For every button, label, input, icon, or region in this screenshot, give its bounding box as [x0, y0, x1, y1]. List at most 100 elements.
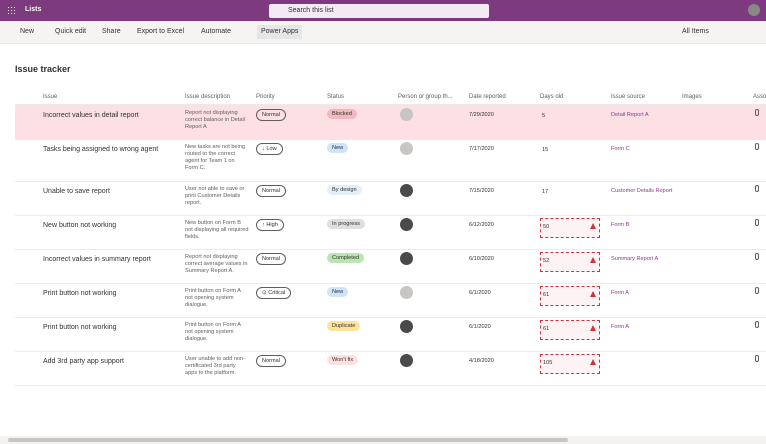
column-header[interactable]: Issue description: [185, 94, 231, 100]
header-row: [15, 88, 766, 105]
issue-title[interactable]: Incorrect values in summary report: [43, 256, 151, 263]
date-reported: 7/15/2020: [469, 188, 494, 194]
view-selector[interactable]: All Items: [682, 28, 709, 35]
column-header[interactable]: Images: [682, 94, 702, 100]
attachment-icon: [755, 253, 759, 260]
priority: ⊙ Critical: [256, 287, 292, 299]
avatar: [400, 108, 413, 121]
date-reported: 4/18/2020: [469, 358, 494, 364]
avatar: [400, 218, 413, 231]
days-old: 61: [543, 292, 550, 298]
issue-source[interactable]: Detail Report A: [611, 112, 649, 118]
issue-source[interactable]: Form B: [611, 222, 630, 228]
days-old: 61: [543, 326, 550, 332]
priority: Normal: [256, 355, 287, 367]
attachment-icon: [755, 321, 759, 328]
status: New: [327, 287, 349, 297]
issue-title[interactable]: Print button not working: [43, 324, 117, 331]
row[interactable]: New button not working New button on Form…: [15, 215, 766, 250]
status: By design: [327, 185, 362, 195]
days-alert: 52: [540, 252, 600, 272]
column-header[interactable]: Priority: [256, 94, 275, 100]
row[interactable]: Tasks being assigned to wrong agent New t…: [15, 139, 766, 182]
row[interactable]: Print button not working Print button on …: [15, 283, 766, 318]
issue-source[interactable]: Form C: [611, 146, 630, 152]
days-old: 105: [543, 360, 553, 366]
app-name[interactable]: Lists: [25, 6, 42, 13]
days-alert: 50: [540, 218, 600, 238]
date-reported: 6/1/2020: [469, 290, 491, 296]
search-placeholder: Search this list: [288, 7, 334, 14]
status: Blocked: [327, 109, 357, 119]
issue-title[interactable]: Incorrect values in detail report: [43, 112, 139, 119]
issue-title[interactable]: Print button not working: [43, 290, 117, 297]
issue-description: User unable to add non-certificated 3rd …: [185, 356, 246, 376]
days-old: 52: [543, 258, 550, 264]
date-reported: 6/12/2020: [469, 222, 494, 228]
issue-description: New button on Form B not displaying all …: [185, 220, 249, 240]
command[interactable]: Power Apps: [257, 25, 303, 39]
column-header[interactable]: Date reported: [469, 94, 506, 100]
search-box[interactable]: Search this list: [269, 4, 489, 18]
row[interactable]: Add 3rd party app support User unable to …: [15, 351, 766, 386]
avatar: [400, 184, 413, 197]
priority: Normal: [256, 185, 287, 197]
app-bar: Lists Search this list: [0, 0, 766, 21]
attachment-icon: [755, 287, 759, 294]
column-header[interactable]: Status: [327, 94, 345, 100]
issue-title[interactable]: Add 3rd party app support: [43, 358, 124, 365]
profile[interactable]: [748, 4, 760, 16]
scroll-thumb[interactable]: [8, 438, 568, 442]
issue-source[interactable]: Form A: [611, 324, 630, 330]
days-old: 50: [543, 224, 550, 230]
command-bar: New Quick edit Share Export to Excel Automat…: [0, 21, 766, 44]
column-header[interactable]: Issue: [43, 94, 58, 100]
row[interactable]: Print button not working Print button on …: [15, 317, 766, 352]
status: Won't fix: [327, 355, 359, 365]
days-alert: 61: [540, 286, 600, 306]
issue-description: Print button on Form A not opening syste…: [185, 322, 241, 342]
issue-description: Report not displaying correct balance in…: [185, 110, 246, 130]
row[interactable]: Incorrect values in summary report Report…: [15, 249, 766, 284]
attachment-icon: [755, 109, 759, 116]
issue-title[interactable]: Unable to save report: [43, 188, 110, 195]
issue-source[interactable]: Form A: [611, 290, 630, 296]
row[interactable]: Unable to save report User not able to sa…: [15, 181, 766, 216]
days-alert: 105: [540, 354, 600, 374]
attachment-icon: [755, 185, 759, 192]
priority: ↑ High: [256, 219, 284, 231]
days-alert: 61: [540, 320, 600, 340]
column-header[interactable]: Person or group th...: [398, 94, 453, 100]
issue-description: Print button on Form A not opening syste…: [185, 288, 241, 308]
issue-title[interactable]: Tasks being assigned to wrong agent: [43, 146, 159, 153]
avatar: [400, 252, 413, 265]
column-header[interactable]: Asso: [753, 94, 766, 100]
command[interactable]: New: [20, 28, 35, 35]
issue-source[interactable]: Summary Report A: [611, 256, 659, 262]
command[interactable]: Share: [102, 28, 121, 35]
warning-icon: [590, 223, 596, 229]
issue-description: New tasks are not being routed to the co…: [185, 144, 246, 171]
column-header[interactable]: Issue source: [611, 94, 646, 100]
date-reported: 7/17/2020: [469, 146, 494, 152]
list-title: Issue tracker: [15, 64, 71, 74]
date-reported: 6/1/2020: [469, 324, 491, 330]
avatar: [400, 354, 413, 367]
status: In progress: [327, 219, 365, 229]
issue-description: User not able to save or print Customer …: [185, 186, 245, 206]
column-header[interactable]: Days old: [540, 94, 564, 100]
status: Duplicate: [327, 321, 361, 331]
attachment-icon: [755, 219, 759, 226]
date-reported: 7/29/2020: [469, 112, 494, 118]
command[interactable]: Export to Excel: [137, 28, 185, 35]
days-old: 15: [542, 147, 549, 153]
command[interactable]: Automate: [201, 28, 231, 35]
avatar: [400, 142, 413, 155]
issue-source[interactable]: Customer Details Report: [611, 188, 673, 194]
issue-title[interactable]: New button not working: [43, 222, 117, 229]
waffle[interactable]: [7, 6, 15, 14]
priority: Normal: [256, 109, 287, 121]
command[interactable]: Quick edit: [55, 28, 87, 35]
row[interactable]: Incorrect values in detail report Report …: [15, 105, 766, 140]
